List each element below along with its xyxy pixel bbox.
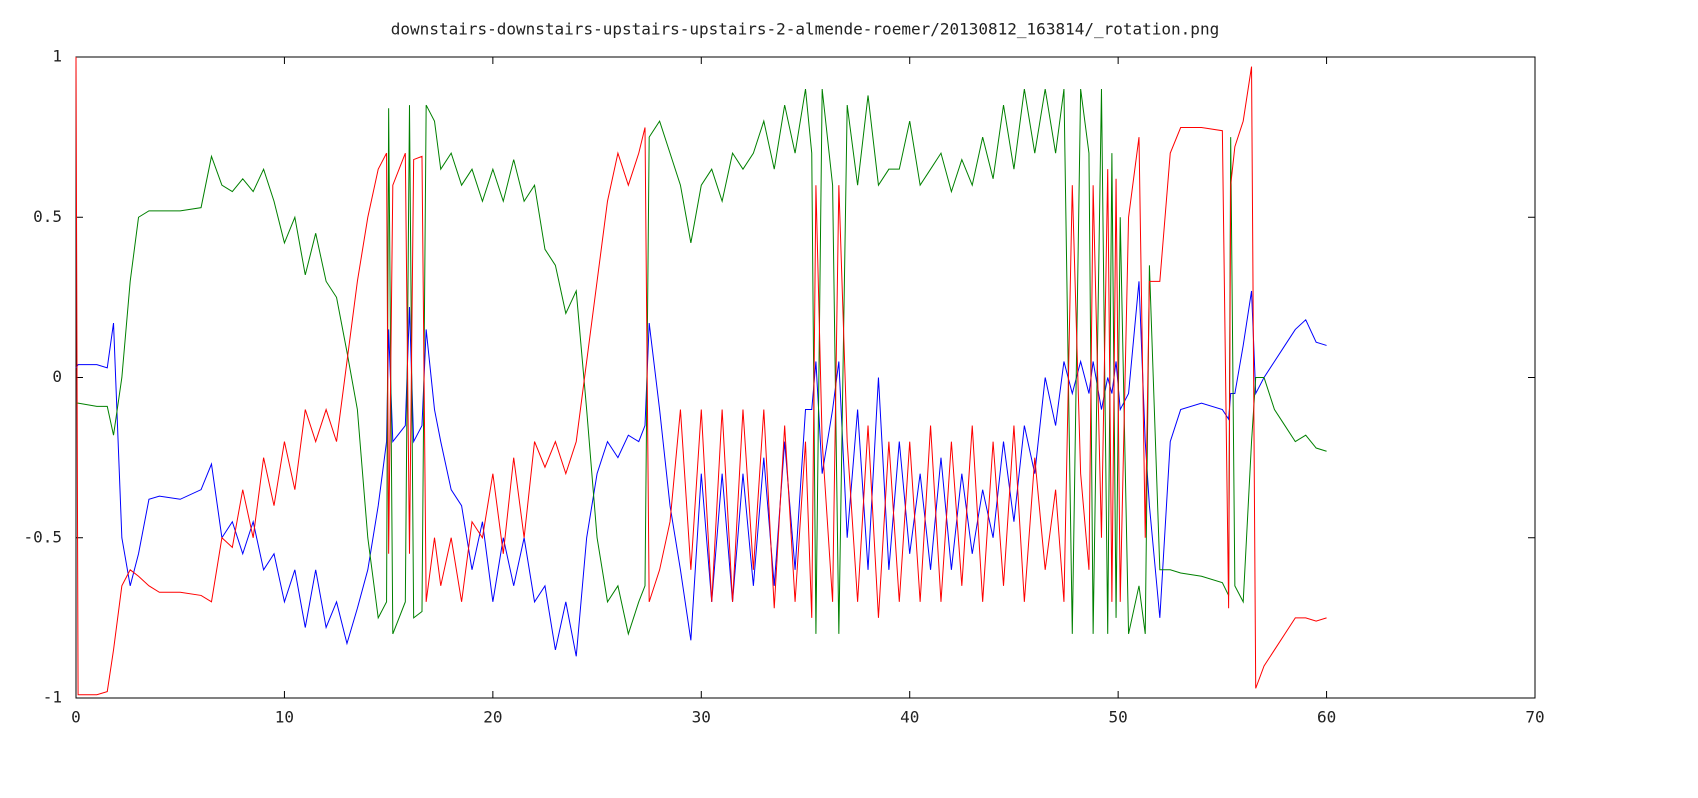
x-tick-label: 20 xyxy=(483,708,502,727)
data-line xyxy=(76,88,1327,636)
y-tick-label: -0.5 xyxy=(23,527,62,546)
x-tick-label: 70 xyxy=(1525,708,1544,727)
x-tick-label: 60 xyxy=(1317,708,1336,727)
x-tick-label: 40 xyxy=(900,708,919,727)
data-line xyxy=(75,281,1327,657)
x-tick-label: 50 xyxy=(1109,708,1128,727)
x-tick-label: 10 xyxy=(275,708,294,727)
x-tick-label: 0 xyxy=(71,708,81,727)
y-tick-label: -1 xyxy=(43,688,62,707)
data-line xyxy=(75,56,1327,696)
y-tick-label: 1 xyxy=(52,47,62,66)
x-tick-label: 30 xyxy=(692,708,711,727)
y-tick-label: 0.5 xyxy=(33,207,62,226)
y-tick-label: 0 xyxy=(52,367,62,386)
chart-title: downstairs-downstairs-upstairs-upstairs-… xyxy=(391,20,1219,39)
